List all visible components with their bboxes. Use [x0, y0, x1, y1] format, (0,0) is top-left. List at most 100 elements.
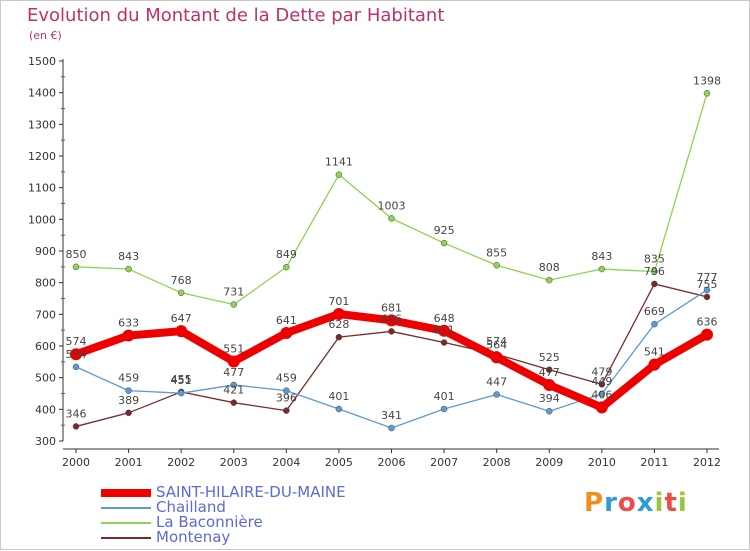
logo-letter: x: [636, 488, 655, 518]
data-label: 849: [276, 248, 297, 261]
data-label: 451: [171, 374, 192, 387]
data-label: 647: [171, 312, 192, 325]
data-label: 341: [381, 409, 402, 422]
data-point: [72, 263, 80, 271]
data-point: [648, 358, 661, 371]
y-tick-label: 1400: [28, 87, 56, 100]
data-label: 636: [697, 316, 718, 329]
data-point: [230, 381, 237, 389]
y-tick-label: 500: [35, 372, 56, 385]
data-label: 455: [171, 373, 192, 386]
data-label: 564: [486, 338, 507, 351]
logo-letter: P: [584, 488, 605, 518]
data-label: 925: [434, 224, 455, 237]
data-label: 796: [644, 265, 665, 278]
data-point: [230, 301, 237, 308]
data-point: [598, 390, 606, 398]
x-tick-label: 2010: [588, 456, 616, 469]
data-point: [72, 363, 80, 371]
data-label: 396: [276, 392, 297, 405]
data-point: [595, 401, 608, 414]
data-point: [440, 339, 448, 346]
data-label: 768: [171, 274, 192, 287]
data-point: [703, 90, 711, 97]
data-point: [440, 239, 448, 247]
data-point: [651, 320, 658, 328]
data-point: [490, 351, 503, 364]
data-point: [651, 268, 658, 275]
data-point: [651, 280, 658, 288]
x-tick-label: 2000: [62, 456, 90, 469]
legend-label: Chailland: [156, 498, 226, 516]
legend-swatch: [101, 507, 151, 509]
x-tick-label: 2006: [378, 456, 406, 469]
chart-unit: (en €): [29, 29, 62, 42]
legend-label: SAINT-HILAIRE-DU-MAINE: [156, 483, 346, 501]
data-point: [283, 407, 290, 414]
y-tick-label: 1200: [28, 150, 56, 163]
data-point: [701, 328, 713, 341]
data-point: [335, 333, 343, 341]
data-point: [175, 325, 188, 338]
data-point: [493, 262, 500, 269]
x-tick-label: 2001: [115, 456, 143, 469]
data-label: 777: [697, 271, 718, 284]
data-label: 681: [381, 301, 402, 314]
legend-swatch: [101, 522, 151, 524]
data-point: [438, 324, 451, 337]
x-tick-label: 2004: [272, 456, 300, 469]
data-label: 633: [118, 317, 139, 330]
data-label: 574: [66, 335, 87, 348]
chart-title: Evolution du Montant de la Dette par Hab…: [27, 5, 445, 26]
data-label: 574: [486, 335, 507, 348]
data-label: 755: [697, 278, 718, 291]
x-tick-label: 2008: [483, 456, 511, 469]
data-point: [335, 171, 343, 178]
legend-label: La Baconnière: [156, 513, 263, 531]
data-label: 479: [591, 365, 612, 378]
data-label: 541: [644, 346, 665, 359]
data-label: 731: [223, 286, 244, 299]
data-point: [283, 387, 290, 394]
y-tick-label: 800: [35, 277, 56, 290]
data-label: 406: [591, 388, 612, 401]
x-tick-label: 2002: [167, 456, 195, 469]
data-point: [227, 355, 240, 368]
data-point: [70, 348, 82, 361]
data-point: [546, 276, 553, 284]
data-point: [543, 378, 556, 391]
data-label: 843: [118, 250, 139, 263]
data-point: [125, 387, 132, 394]
x-tick-label: 2007: [430, 456, 458, 469]
proxiti-logo: Proxiti: [584, 488, 688, 518]
data-label: 459: [276, 372, 297, 385]
logo-letter: i: [677, 488, 688, 518]
data-label: 394: [539, 392, 560, 405]
data-point: [703, 286, 711, 294]
y-tick-label: 400: [35, 403, 56, 416]
data-label: 401: [434, 390, 455, 403]
legend-swatch: [101, 537, 151, 539]
data-point: [125, 409, 132, 417]
data-label: 447: [486, 375, 507, 388]
data-point: [598, 265, 606, 273]
y-tick-label: 1300: [28, 118, 56, 131]
data-label: 551: [223, 343, 244, 356]
y-tick-label: 300: [35, 435, 56, 448]
data-label: 449: [591, 375, 612, 388]
data-label: 808: [539, 261, 560, 274]
data-label: 611: [434, 324, 455, 337]
data-point: [72, 423, 80, 430]
logo-letter: t: [664, 488, 678, 518]
data-point: [440, 405, 448, 413]
x-tick-label: 2009: [535, 456, 563, 469]
data-point: [388, 424, 395, 432]
data-point: [388, 328, 395, 335]
data-point: [332, 308, 345, 321]
data-point: [546, 366, 553, 373]
y-tick-label: 700: [35, 308, 56, 321]
data-label: 628: [328, 318, 349, 331]
data-label: 1003: [378, 199, 406, 212]
